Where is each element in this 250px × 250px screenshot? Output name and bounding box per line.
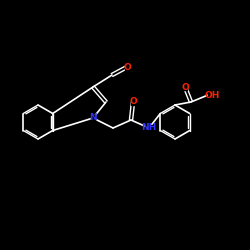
Text: N: N: [89, 114, 97, 122]
Bar: [91, 115, 95, 121]
Bar: [144, 125, 154, 131]
Bar: [125, 64, 129, 70]
Bar: [183, 84, 187, 90]
Bar: [208, 92, 216, 98]
Text: NH: NH: [142, 124, 156, 132]
Bar: [131, 99, 135, 105]
Text: O: O: [181, 82, 189, 92]
Text: O: O: [129, 98, 137, 106]
Text: O: O: [123, 62, 131, 72]
Text: OH: OH: [204, 90, 220, 100]
